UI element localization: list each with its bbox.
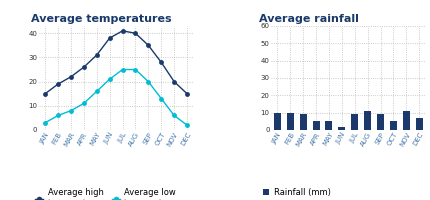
Bar — [287, 113, 294, 130]
Bar — [313, 121, 319, 130]
Bar — [403, 111, 410, 130]
Text: Average temperatures: Average temperatures — [31, 14, 172, 24]
Bar — [338, 127, 345, 130]
Bar — [377, 114, 384, 130]
Bar — [274, 113, 281, 130]
Legend: Average high
temperatures, Average low
temperatures: Average high temperatures, Average low t… — [35, 188, 182, 200]
Bar — [416, 118, 423, 130]
Legend: Rainfall (mm): Rainfall (mm) — [263, 188, 330, 197]
Bar — [326, 121, 332, 130]
Bar — [364, 111, 371, 130]
Bar — [300, 114, 307, 130]
Bar — [351, 114, 358, 130]
Bar — [390, 121, 397, 130]
Text: Average rainfall: Average rainfall — [258, 14, 358, 24]
